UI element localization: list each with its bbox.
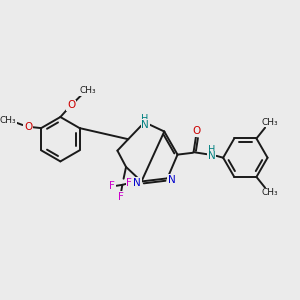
Text: CH₃: CH₃: [261, 188, 278, 197]
Text: O: O: [67, 100, 75, 110]
Text: CH₃: CH₃: [80, 86, 96, 95]
Text: H: H: [208, 145, 215, 155]
Text: F: F: [109, 182, 115, 191]
Text: F: F: [118, 192, 124, 202]
Text: H: H: [142, 114, 149, 124]
Text: N: N: [141, 120, 149, 130]
Text: CH₃: CH₃: [0, 116, 16, 125]
Text: N: N: [208, 152, 215, 161]
Text: N: N: [133, 178, 141, 188]
Text: N: N: [168, 175, 176, 185]
Text: CH₃: CH₃: [261, 118, 278, 127]
Text: O: O: [24, 122, 32, 132]
Text: O: O: [192, 126, 200, 136]
Text: F: F: [126, 178, 132, 188]
